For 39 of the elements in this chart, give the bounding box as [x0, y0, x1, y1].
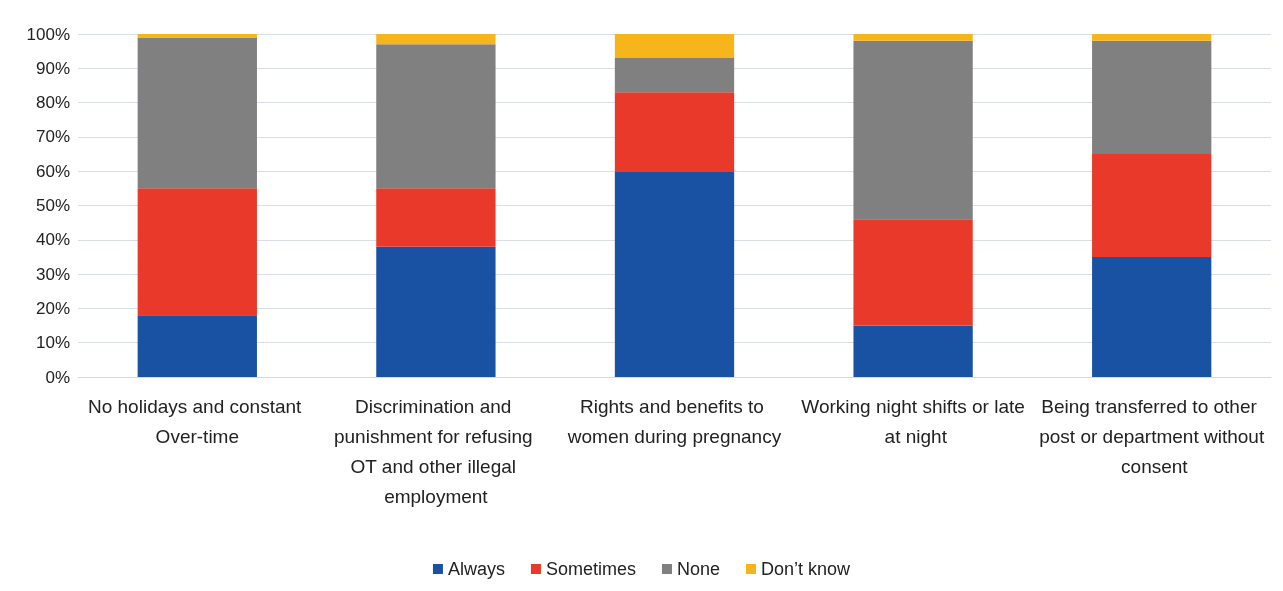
- bar: [614, 92, 735, 172]
- x-tick-label: No holidays and constant Over-time: [87, 395, 307, 447]
- bar: [614, 34, 735, 59]
- y-tick-label: 90%: [35, 58, 70, 78]
- bar: [614, 171, 735, 377]
- legend-label: Sometimes: [545, 559, 636, 579]
- y-tick-label: 70%: [35, 127, 70, 147]
- x-tick-label: Discrimination and punishment for refusing OT and other illegal employment: [333, 395, 538, 507]
- bar: [376, 44, 496, 189]
- bar: [853, 325, 973, 377]
- bar: [376, 246, 496, 377]
- legend-label: None: [676, 559, 721, 579]
- y-tick-label: 80%: [35, 93, 70, 113]
- bar: [1092, 40, 1212, 155]
- x-tick-label: Working night shifts or late at night: [801, 395, 1025, 447]
- y-tick-label: 10%: [35, 333, 70, 353]
- bar: [1092, 256, 1212, 377]
- y-tick-label: 100%: [26, 24, 70, 44]
- y-tick-label: 20%: [35, 298, 70, 318]
- bar: [614, 58, 735, 93]
- x-tick-label: Being transferred to other post or department without consent: [1039, 395, 1265, 477]
- y-tick-label: 40%: [35, 230, 70, 250]
- x-tick-label: Rights and benefits to women during pregnancy: [566, 395, 782, 447]
- bar: [1092, 154, 1212, 257]
- bar: [376, 34, 496, 45]
- y-tick-label: 60%: [35, 161, 70, 181]
- bar: [1092, 34, 1212, 41]
- y-tick-label: 0%: [45, 367, 70, 387]
- bar: [853, 219, 973, 326]
- bar: [376, 188, 496, 247]
- bar: [137, 188, 257, 316]
- legend-label: Always: [447, 559, 505, 579]
- bar: [137, 315, 257, 377]
- bar: [853, 40, 973, 220]
- y-tick-label: 30%: [35, 264, 70, 284]
- y-tick-label: 50%: [35, 196, 70, 215]
- bar: [853, 34, 973, 41]
- bar: [137, 37, 257, 189]
- legend-label: Don’t know: [761, 559, 852, 579]
